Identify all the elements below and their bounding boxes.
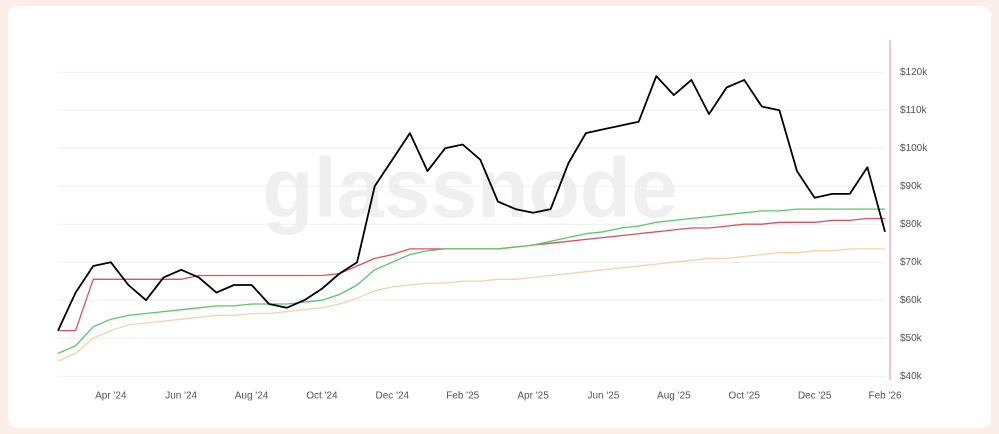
y-tick-label: $50k (900, 333, 923, 344)
y-tick-label: $120k (900, 67, 928, 78)
x-tick-label: Dec '24 (376, 391, 410, 402)
series-line (57, 208, 885, 354)
y-tick-label: $40k (900, 371, 923, 382)
x-tick-label: Apr '24 (95, 391, 127, 402)
y-tick-label: $100k (900, 143, 928, 154)
y-tick-label: $80k (900, 219, 923, 230)
x-tick-label: Jun '24 (165, 391, 197, 402)
y-tick-label: $70k (900, 257, 923, 268)
x-tick-label: Feb '25 (446, 391, 479, 402)
card (8, 6, 991, 428)
y-tick-label: $60k (900, 295, 923, 306)
watermark: glassnode (262, 141, 677, 235)
x-tick-label: Oct '25 (729, 391, 761, 402)
series-line (57, 75, 886, 331)
y-tick-label: $90k (900, 181, 923, 192)
x-tick-label: Dec '25 (798, 391, 832, 402)
x-tick-label: Aug '25 (657, 391, 691, 402)
x-tick-label: Feb '26 (868, 391, 901, 402)
x-tick-label: Jun '25 (587, 391, 619, 402)
x-tick-label: Apr '25 (517, 391, 549, 402)
x-tick-label: Aug '24 (235, 391, 269, 402)
series-line (57, 248, 885, 362)
x-tick-label: Oct '24 (306, 391, 338, 402)
y-tick-label: $110k (900, 105, 928, 116)
